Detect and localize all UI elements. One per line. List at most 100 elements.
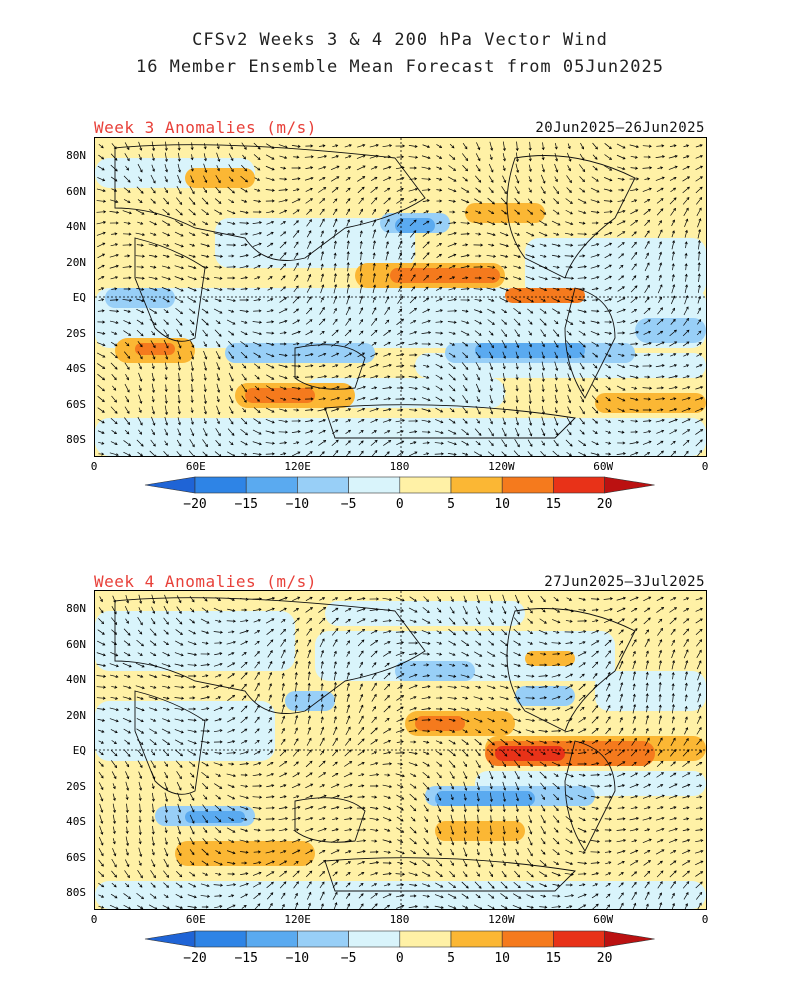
anomaly-region [435, 821, 525, 841]
anomaly-region [175, 841, 315, 866]
colorbar-label: 15 [546, 951, 562, 966]
anomaly-region [245, 388, 315, 403]
longitude-tick-label: 60W [593, 913, 614, 926]
anomaly-region [390, 268, 500, 283]
latitude-tick-label: 20S [66, 779, 86, 793]
anomaly-field [95, 591, 706, 909]
longitude-tick-label: 120W [488, 460, 515, 473]
colorbar-segment [553, 476, 605, 494]
latitude-tick-label: EQ [72, 744, 86, 757]
longitude-tick-label: 120E [284, 913, 311, 926]
anomaly-region [225, 343, 375, 363]
anomaly-region [595, 393, 706, 413]
week4-date-range: 27Jun2025—3Jul2025 [544, 574, 705, 590]
week4-panel-label: Week 4 Anomalies (m/s) [94, 572, 317, 591]
colorbar-label: 15 [546, 497, 562, 512]
longitude-tick-label: 60W [593, 460, 614, 473]
coastline [324, 857, 576, 892]
week4-colorbar: −20 −15 −10 −5 0 5 10 15 20 [144, 930, 655, 966]
anomaly-region [395, 218, 435, 233]
anomaly-region [95, 611, 295, 671]
longitude-tick-label: 0 [90, 460, 98, 473]
longitude-tick-label: 0 [701, 913, 709, 926]
anomaly-region [525, 651, 575, 666]
colorbar-label: −5 [341, 497, 357, 512]
colorbar-label: −5 [341, 951, 357, 966]
wind-vector-field [96, 594, 704, 909]
colorbar-segment [194, 930, 247, 948]
latitude-tick-label: 40S [66, 815, 86, 828]
colorbar-label: −20 [183, 497, 206, 512]
wind-vector-field [96, 141, 704, 456]
anomaly-region [185, 811, 245, 823]
colorbar-segment [297, 476, 349, 494]
colorbar-label: −10 [286, 497, 309, 512]
week4-anomaly-map [94, 590, 707, 910]
week3-anomaly-map [94, 137, 707, 457]
coastline [294, 344, 366, 390]
colorbar-max-arrow [604, 476, 655, 494]
colorbar-label: −15 [234, 497, 257, 512]
anomaly-region [635, 318, 706, 343]
longitude-tick-label: 180 [389, 460, 410, 473]
anomaly-region [95, 881, 706, 909]
colorbar-label: 0 [396, 951, 404, 966]
latitude-tick-label: 60S [66, 397, 86, 411]
coastline [564, 740, 616, 852]
colorbar-segment [501, 930, 554, 948]
week3-date-range: 20Jun2025—26Jun2025 [535, 120, 705, 136]
colorbar-segment [450, 476, 503, 494]
coastline [114, 144, 426, 261]
colorbar-segment [553, 930, 605, 948]
anomaly-region [515, 686, 575, 706]
coastline [114, 597, 426, 714]
colorbar-label: −15 [234, 951, 257, 966]
latitude-tick-label: 40S [66, 362, 86, 375]
colorbar-segment [501, 476, 554, 494]
latitude-tick-label: EQ [72, 291, 86, 304]
longitude-tick-label: 180 [389, 913, 410, 926]
colorbar-segment [297, 930, 349, 948]
colorbar-label: 0 [396, 497, 404, 512]
colorbar-segment [245, 476, 298, 494]
colorbar-label: 5 [447, 497, 455, 512]
anomaly-field [95, 138, 706, 456]
colorbar-min-arrow [144, 930, 196, 948]
anomaly-region [95, 701, 275, 761]
colorbar-segment [348, 476, 401, 494]
longitude-tick-label: 60E [185, 460, 206, 473]
latitude-tick-label: 20N [66, 708, 86, 722]
colorbar-label: 10 [494, 951, 510, 966]
latitude-tick-label: 80S [66, 433, 86, 446]
latitude-tick-label: 20N [66, 255, 86, 269]
anomaly-region [185, 168, 255, 188]
colorbar-segment [348, 930, 401, 948]
anomaly-region [305, 378, 505, 408]
colorbar-label: 5 [447, 951, 455, 966]
latitude-tick-label: 80N [66, 149, 86, 162]
latitude-tick-label: 60N [66, 184, 86, 198]
colorbar-label: 20 [597, 951, 613, 966]
latitude-tick-label: 20S [66, 326, 86, 340]
colorbar-label: −20 [183, 951, 206, 966]
colorbar-segment [399, 476, 452, 494]
latitude-tick-label: 60N [66, 637, 86, 651]
latitude-tick-label: 80N [66, 602, 86, 615]
latitude-tick-label: 60S [66, 850, 86, 864]
anomaly-region [325, 601, 525, 626]
week3-panel-label: Week 3 Anomalies (m/s) [94, 118, 317, 137]
map-title-line2: 16 Member Ensemble Mean Forecast from 05… [135, 57, 665, 77]
week3-colorbar: −20 −15 −10 −5 0 5 10 15 20 [144, 476, 655, 512]
coastline [564, 287, 616, 399]
longitude-tick-label: 0 [90, 913, 98, 926]
colorbar-min-arrow [144, 476, 196, 494]
anomaly-region [435, 791, 535, 806]
coastline [294, 797, 366, 843]
anomaly-region [95, 418, 706, 456]
coastline [134, 237, 206, 342]
anomaly-region [495, 746, 565, 761]
coastline [506, 608, 636, 732]
colorbar-segment [194, 476, 247, 494]
coastline [134, 690, 206, 795]
longitude-tick-label: 60E [185, 913, 206, 926]
